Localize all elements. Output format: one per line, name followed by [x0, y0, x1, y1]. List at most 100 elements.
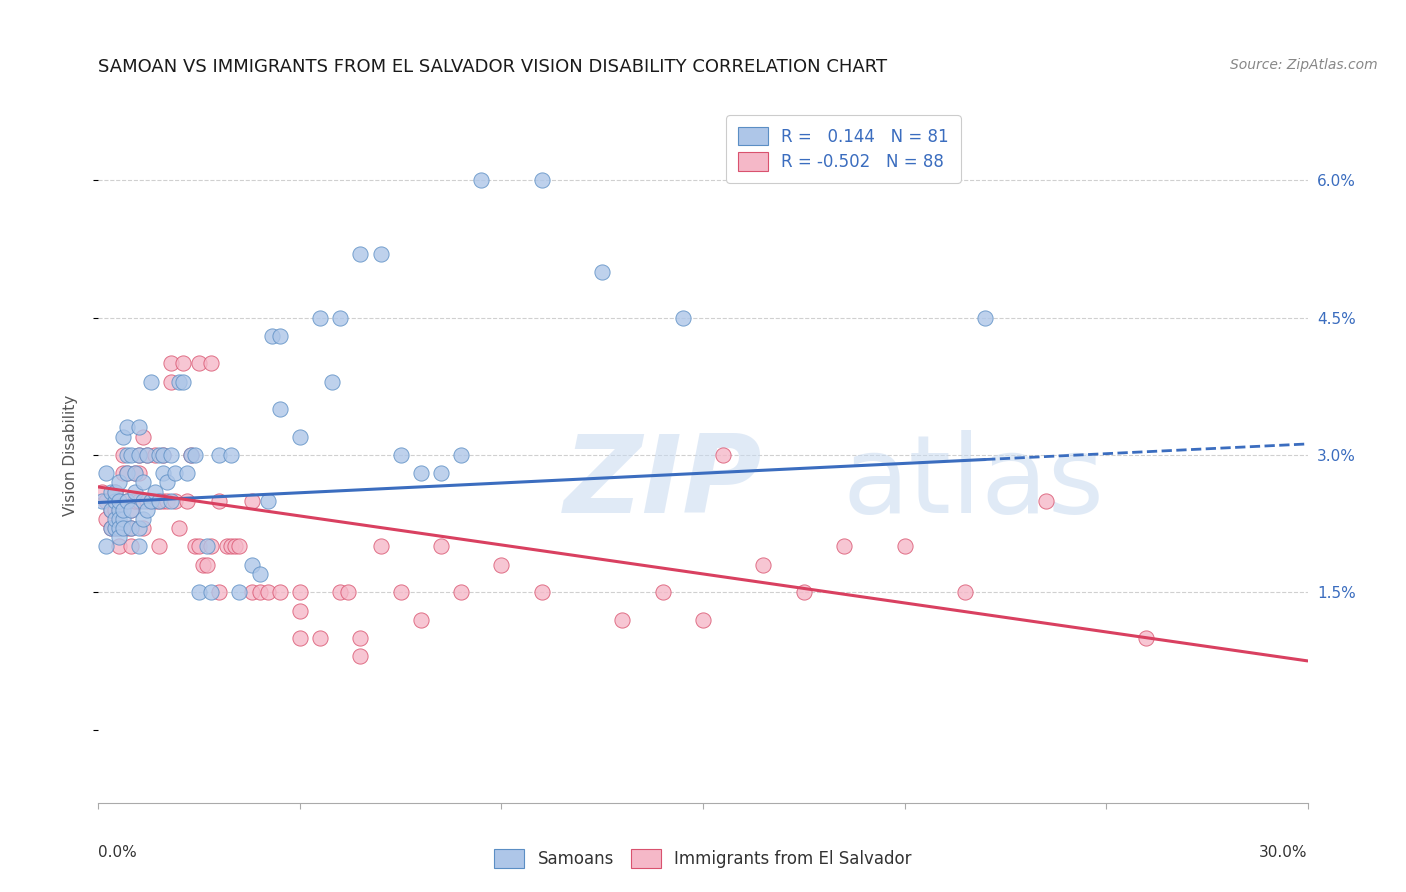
Point — [124, 484, 146, 499]
Point — [152, 448, 174, 462]
Point — [143, 448, 166, 462]
Point — [111, 467, 134, 481]
Point — [612, 613, 634, 627]
Point — [349, 631, 371, 645]
Point — [221, 540, 243, 554]
Point — [349, 246, 371, 260]
Point — [115, 493, 138, 508]
Point — [260, 329, 283, 343]
Point — [389, 585, 412, 599]
Point — [132, 493, 155, 508]
Point — [107, 521, 129, 535]
Point — [249, 585, 271, 599]
Point — [128, 467, 150, 481]
Point — [152, 448, 174, 462]
Point — [591, 265, 613, 279]
Point — [156, 475, 179, 490]
Point — [1035, 493, 1057, 508]
Point — [128, 521, 150, 535]
Point — [530, 585, 553, 599]
Point — [128, 420, 150, 434]
Point — [91, 493, 114, 508]
Point — [124, 467, 146, 481]
Point — [107, 540, 129, 554]
Point — [91, 484, 114, 499]
Point — [176, 493, 198, 508]
Point — [160, 448, 183, 462]
Point — [188, 356, 211, 370]
Point — [217, 540, 239, 554]
Text: ZIP: ZIP — [564, 430, 762, 536]
Point — [115, 467, 138, 481]
Point — [228, 585, 250, 599]
Point — [269, 585, 291, 599]
Point — [107, 530, 129, 544]
Point — [120, 503, 142, 517]
Point — [195, 558, 218, 572]
Point — [200, 585, 222, 599]
Point — [188, 540, 211, 554]
Point — [288, 585, 311, 599]
Point — [143, 493, 166, 508]
Point — [160, 493, 183, 508]
Point — [132, 521, 155, 535]
Point — [321, 375, 343, 389]
Point — [337, 585, 360, 599]
Point — [96, 493, 118, 508]
Point — [139, 375, 162, 389]
Point — [128, 493, 150, 508]
Point — [793, 585, 815, 599]
Point — [128, 540, 150, 554]
Point — [103, 512, 125, 526]
Point — [124, 493, 146, 508]
Point — [103, 493, 125, 508]
Point — [120, 540, 142, 554]
Point — [256, 493, 278, 508]
Point — [107, 521, 129, 535]
Point — [148, 493, 170, 508]
Point — [156, 493, 179, 508]
Point — [111, 429, 134, 443]
Point — [103, 521, 125, 535]
Point — [132, 475, 155, 490]
Point — [96, 540, 118, 554]
Point — [672, 310, 695, 325]
Point — [893, 540, 915, 554]
Legend: R =   0.144   N = 81, R = -0.502   N = 88: R = 0.144 N = 81, R = -0.502 N = 88 — [727, 115, 960, 183]
Point — [711, 448, 734, 462]
Text: SAMOAN VS IMMIGRANTS FROM EL SALVADOR VISION DISABILITY CORRELATION CHART: SAMOAN VS IMMIGRANTS FROM EL SALVADOR VI… — [98, 58, 887, 76]
Text: 30.0%: 30.0% — [1260, 845, 1308, 860]
Point — [224, 540, 246, 554]
Point — [103, 484, 125, 499]
Point — [953, 585, 976, 599]
Point — [172, 375, 194, 389]
Point — [120, 448, 142, 462]
Point — [1135, 631, 1157, 645]
Point — [120, 503, 142, 517]
Point — [139, 493, 162, 508]
Point — [288, 429, 311, 443]
Point — [184, 540, 207, 554]
Point — [135, 448, 157, 462]
Point — [128, 448, 150, 462]
Point — [430, 540, 453, 554]
Point — [470, 173, 492, 187]
Point — [111, 512, 134, 526]
Point — [128, 448, 150, 462]
Point — [193, 558, 215, 572]
Point — [107, 493, 129, 508]
Point — [115, 448, 138, 462]
Point — [491, 558, 513, 572]
Point — [160, 356, 183, 370]
Point — [111, 503, 134, 517]
Point — [132, 512, 155, 526]
Point — [107, 512, 129, 526]
Point — [139, 493, 162, 508]
Point — [240, 558, 263, 572]
Point — [172, 356, 194, 370]
Point — [200, 540, 222, 554]
Point — [180, 448, 202, 462]
Point — [167, 521, 190, 535]
Point — [288, 631, 311, 645]
Text: 0.0%: 0.0% — [98, 845, 138, 860]
